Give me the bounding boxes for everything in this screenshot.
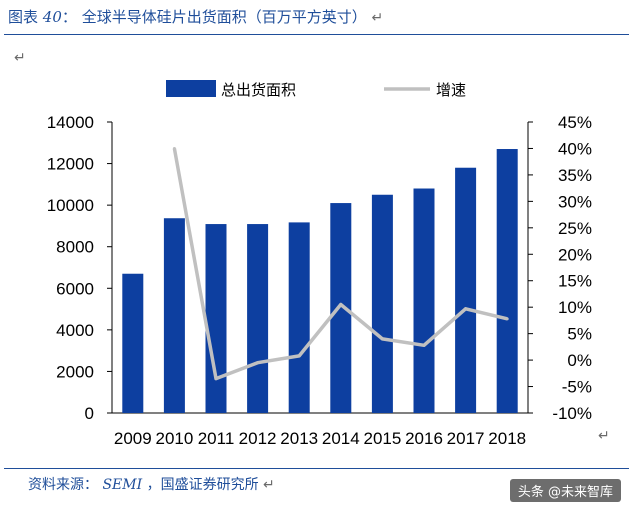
- right-tick-label: 35%: [558, 166, 592, 185]
- growth-point-2013: [297, 354, 301, 358]
- growth-point-2016: [422, 343, 426, 347]
- return-mark-icon: ↵: [263, 477, 275, 493]
- growth-point-2018: [505, 317, 509, 321]
- left-tick-label: 4000: [56, 321, 94, 340]
- source-rest: ，国盛证券研究所: [146, 477, 259, 493]
- right-tick-label: 40%: [558, 139, 592, 158]
- figure-number: 40: [42, 8, 62, 26]
- x-tick-label: 2010: [155, 429, 193, 448]
- x-tick-label: 2017: [447, 429, 485, 448]
- bar-2009: [122, 273, 144, 413]
- growth-point-2017: [464, 307, 468, 311]
- left-tick-label: 6000: [56, 279, 94, 298]
- legend-bar-label: 总出货面积: [221, 82, 296, 99]
- right-tick-label: 15%: [558, 272, 592, 291]
- right-tick-label: 25%: [558, 219, 592, 238]
- x-tick-label: 2009: [114, 429, 152, 448]
- growth-point-2010: [172, 146, 176, 150]
- watermark: 头条 @未来智库: [509, 479, 621, 502]
- bar-2018: [496, 149, 518, 413]
- figure-title-text: 全球半导体硅片出货面积（百万平方英寸）: [81, 8, 367, 26]
- legend-bar-swatch: [166, 80, 216, 97]
- top-rule: [4, 34, 629, 35]
- right-tick-label: 30%: [558, 192, 592, 211]
- growth-point-2011: [214, 377, 218, 381]
- x-tick-label: 2013: [280, 429, 318, 448]
- bar-2011: [205, 224, 227, 413]
- bar-2015: [371, 194, 393, 413]
- growth-point-2014: [339, 303, 343, 307]
- right-tick-label: 10%: [558, 298, 592, 317]
- bar-2017: [455, 167, 477, 413]
- left-tick-label: 8000: [56, 238, 94, 257]
- figure-title: 图表 40： 全球半导体硅片出货面积（百万平方英寸） ↵: [8, 8, 384, 26]
- bar-2013: [288, 222, 310, 413]
- source-prefix: 资料来源：: [28, 477, 98, 493]
- return-mark-icon: ↵: [371, 10, 384, 26]
- return-mark-icon: ↵: [14, 50, 26, 66]
- right-tick-label: 45%: [558, 113, 592, 132]
- x-tick-label: 2018: [488, 429, 526, 448]
- x-tick-label: 2012: [239, 429, 277, 448]
- left-tick-label: 10000: [47, 196, 94, 215]
- left-tick-label: 0: [85, 404, 94, 423]
- bar-2016: [413, 188, 435, 413]
- right-tick-label: -10%: [552, 404, 592, 423]
- right-tick-label: 20%: [558, 245, 592, 264]
- growth-point-2012: [256, 361, 260, 365]
- x-tick-label: 2014: [322, 429, 360, 448]
- source-note: 资料来源： SEMI ，国盛证券研究所 ↵: [28, 474, 275, 494]
- bar-2014: [330, 203, 352, 413]
- right-tick-label: 0%: [567, 351, 592, 370]
- bar-2010: [163, 218, 185, 413]
- left-tick-label: 14000: [47, 113, 94, 132]
- left-tick-label: 12000: [47, 155, 94, 174]
- bottom-rule: [4, 468, 629, 469]
- figure-label: 图表: [8, 8, 39, 26]
- bar-2012: [247, 224, 269, 413]
- return-mark-icon: ↵: [598, 428, 610, 444]
- left-tick-label: 2000: [56, 362, 94, 381]
- legend-line-label: 增速: [436, 82, 466, 99]
- right-tick-label: -5%: [562, 378, 592, 397]
- x-tick-label: 2015: [363, 429, 401, 448]
- right-tick-label: 5%: [567, 325, 592, 344]
- growth-point-2015: [380, 337, 384, 341]
- source-name: SEMI: [102, 477, 143, 493]
- x-tick-label: 2011: [198, 429, 235, 448]
- x-tick-label: 2016: [405, 429, 443, 448]
